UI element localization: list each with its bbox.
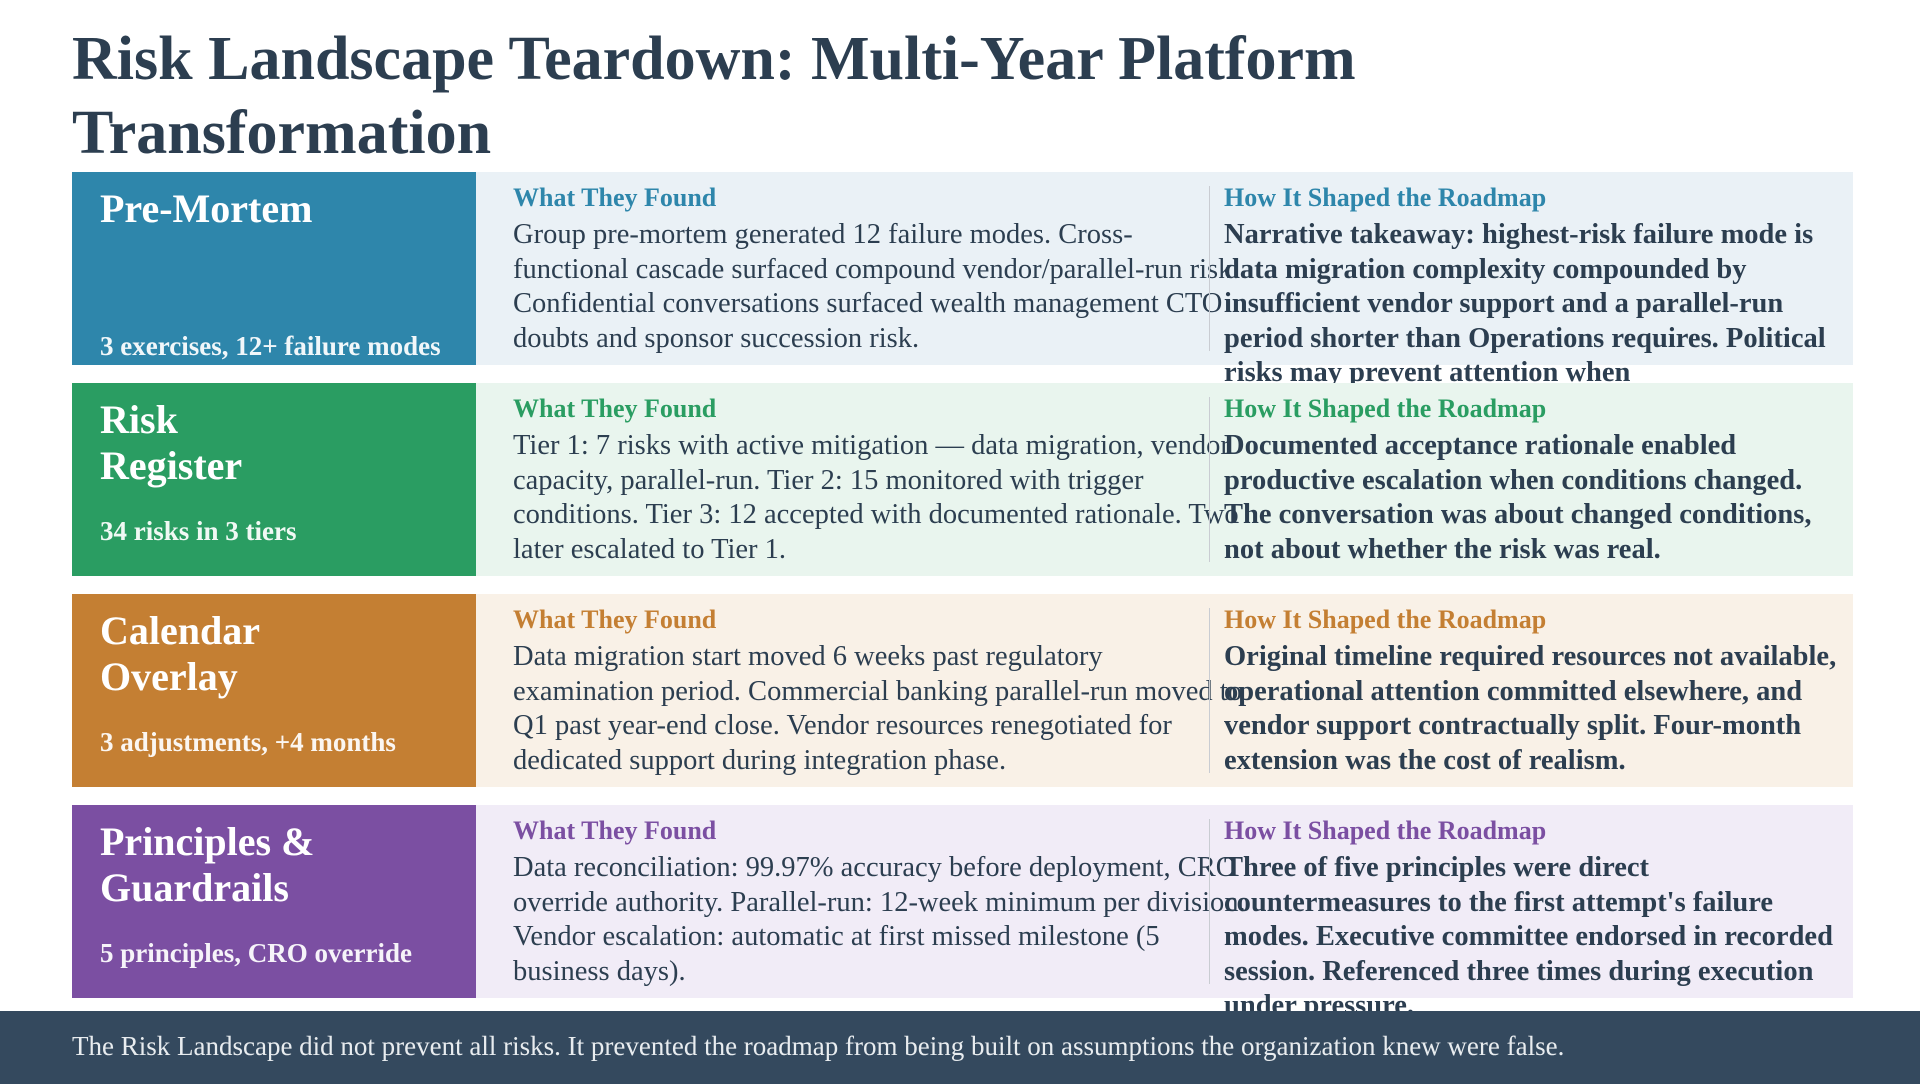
row-label-box: Pre-Mortem 3 exercises, 12+ failure mode… (72, 172, 476, 365)
roadmap-text: Documented acceptance rationale enabled … (1224, 430, 1812, 565)
column-divider (1209, 397, 1210, 562)
footer-text: The Risk Landscape did not prevent all r… (72, 1031, 1565, 1061)
what-they-found-text: Data reconciliation: 99.97% accuracy bef… (513, 852, 1246, 987)
column-divider (1209, 608, 1210, 773)
what-they-found-text: Tier 1: 7 risks with active mitigation —… (513, 430, 1239, 565)
column-divider (1209, 186, 1210, 351)
roadmap-heading: How It Shaped the Roadmap (1224, 605, 1547, 634)
row-pre-mortem: Pre-Mortem 3 exercises, 12+ failure mode… (72, 172, 1853, 388)
what-they-found-text: Group pre-mortem generated 12 failure mo… (513, 219, 1240, 354)
row-label-sub: 5 principles, CRO override (100, 938, 412, 968)
roadmap-heading: How It Shaped the Roadmap (1224, 816, 1547, 845)
roadmap-text: Narrative takeaway: highest-risk failure… (1224, 219, 1826, 388)
what-they-found-column: What They Found Group pre-mortem generat… (513, 182, 1248, 388)
what-they-found-heading: What They Found (513, 816, 717, 845)
what-they-found-text: Data migration start moved 6 weeks past … (513, 641, 1242, 776)
roadmap-text: Original timeline required resources not… (1224, 641, 1837, 776)
row-risk-register: Risk Register 34 risks in 3 tiers What T… (72, 383, 1853, 576)
roadmap-heading: How It Shaped the Roadmap (1224, 394, 1547, 423)
roadmap-column: How It Shaped the Roadmap Narrative take… (1224, 182, 1839, 388)
roadmap-column: How It Shaped the Roadmap Documented acc… (1224, 393, 1839, 599)
row-principles-guardrails: Principles & Guardrails 5 principles, CR… (72, 805, 1853, 1021)
what-they-found-heading: What They Found (513, 183, 717, 212)
row-label-sub: 34 risks in 3 tiers (100, 516, 297, 546)
row-label-name: Risk Register (100, 397, 243, 488)
row-calendar-overlay: Calendar Overlay 3 adjustments, +4 month… (72, 594, 1853, 787)
roadmap-heading: How It Shaped the Roadmap (1224, 183, 1547, 212)
what-they-found-column: What They Found Data reconciliation: 99.… (513, 815, 1248, 1021)
row-label-name: Pre-Mortem (100, 186, 313, 231)
row-label-name: Calendar Overlay (100, 608, 260, 699)
roadmap-column: How It Shaped the Roadmap Original timel… (1224, 604, 1839, 810)
row-label-sub: 3 adjustments, +4 months (100, 727, 396, 757)
what-they-found-column: What They Found Data migration start mov… (513, 604, 1248, 810)
row-label-sub: 3 exercises, 12+ failure modes (100, 331, 441, 361)
page-title: Risk Landscape Teardown: Multi-Year Plat… (72, 25, 1356, 167)
row-label-box: Calendar Overlay 3 adjustments, +4 month… (72, 594, 476, 787)
roadmap-text: Three of five principles were direct cou… (1224, 852, 1833, 1021)
what-they-found-heading: What They Found (513, 394, 717, 423)
column-divider (1209, 819, 1210, 984)
row-label-box: Risk Register 34 risks in 3 tiers (72, 383, 476, 576)
roadmap-column: How It Shaped the Roadmap Three of five … (1224, 815, 1839, 1027)
what-they-found-column: What They Found Tier 1: 7 risks with act… (513, 393, 1248, 599)
footer-bar: The Risk Landscape did not prevent all r… (0, 1011, 1920, 1084)
row-label-name: Principles & Guardrails (100, 819, 315, 910)
row-label-box: Principles & Guardrails 5 principles, CR… (72, 805, 476, 998)
what-they-found-heading: What They Found (513, 605, 717, 634)
